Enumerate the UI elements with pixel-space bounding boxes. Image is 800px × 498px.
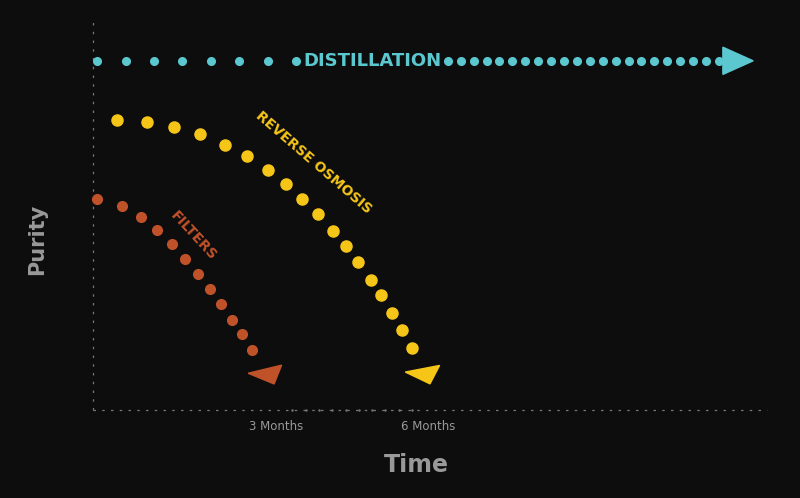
FancyArrow shape: [406, 366, 439, 384]
FancyArrow shape: [248, 365, 282, 384]
Text: DISTILLATION: DISTILLATION: [303, 52, 441, 70]
FancyArrow shape: [723, 47, 753, 74]
Text: 6 Months: 6 Months: [401, 420, 455, 433]
Text: REVERSE OSMOSIS: REVERSE OSMOSIS: [253, 109, 374, 216]
Text: 3 Months: 3 Months: [250, 420, 303, 433]
Text: Time: Time: [383, 453, 449, 477]
Text: Purity: Purity: [27, 204, 47, 275]
Text: FILTERS: FILTERS: [167, 208, 219, 263]
